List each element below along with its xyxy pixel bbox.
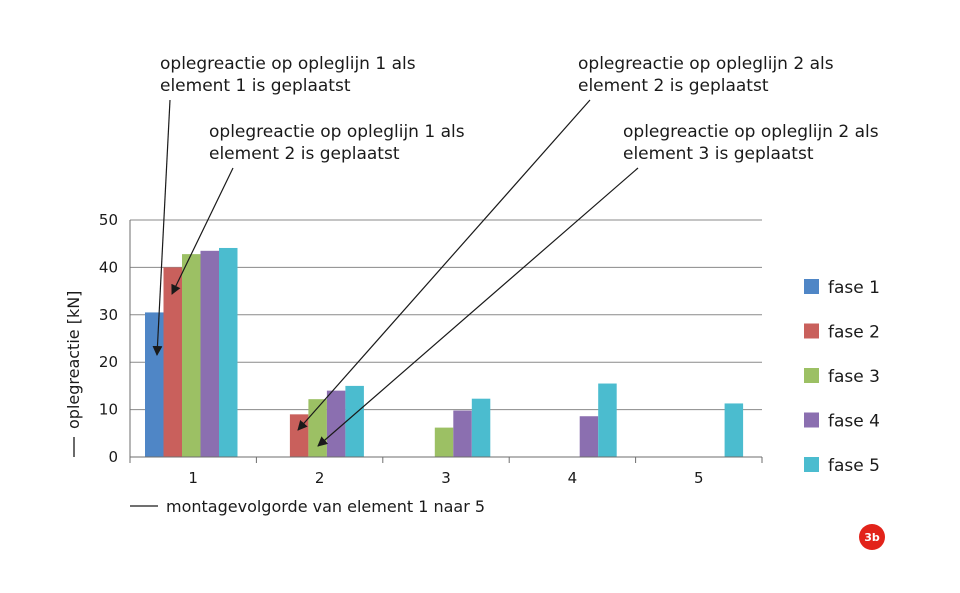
bar-fase-5-cat-3 [471,398,491,457]
annotation-text: oplegreactie op opleglijn 1 als element 2… [209,122,465,164]
y-tick-label: 20 [99,353,118,371]
figure-badge-label: 3b [864,531,880,544]
x-axis-title: montagevolgorde van element 1 naar 5 [166,497,485,516]
legend: fase 1 fase 2 fase 3 fase 4 fase 5 [804,278,880,476]
legend-swatch [804,279,819,294]
axis-titles: oplegreactie [kN] montagevolgorde van ele… [64,291,485,516]
legend-label: fase 5 [828,456,880,476]
bar-fase-5-cat-4 [598,383,617,457]
y-axis-title-text: oplegreactie [kN] [64,291,83,429]
bar-fase-5-cat-1 [219,247,238,457]
bar-fase-5-cat-2 [345,385,364,457]
annotation-arrow [317,167,639,447]
legend-label: fase 4 [828,412,880,432]
bar-fase-5-cat-5 [724,403,744,457]
bar-fase-1-cat-1 [145,312,164,457]
bars [145,247,744,457]
y-tick-label: 50 [99,211,118,229]
bar-fase-4-cat-3 [453,410,472,457]
y-axis-title: oplegreactie [kN] [64,291,83,457]
annotations: oplegreactie op opleglijn 1 als element 1… [152,54,879,447]
legend-swatch [804,323,819,339]
axes: 0 10 20 30 40 50 1 2 3 4 5 [99,211,763,487]
x-tick-label: 3 [441,469,451,487]
bar-fase-4-cat-4 [579,416,599,457]
bar-fase-2-cat-1 [163,267,182,457]
annotation-arrow [297,99,591,431]
annotation-arrow [171,167,234,295]
bar-fase-4-cat-2 [326,390,346,457]
x-tick-label: 5 [694,469,704,487]
annotation-text: oplegreactie op opleglijn 2 als element 3… [623,122,879,164]
x-tick-label: 1 [188,469,198,487]
legend-label: fase 3 [828,367,880,387]
x-tick-label: 2 [315,469,325,487]
legend-swatch [804,368,819,383]
legend-label: fase 2 [828,323,880,343]
y-tick-label: 40 [99,258,118,276]
annotation-arrow [152,99,171,356]
x-tick-label: 4 [568,469,578,487]
y-tick-label: 10 [99,401,118,419]
annotation-text: oplegreactie op opleglijn 1 als element 1… [160,54,416,96]
y-tick-label: 30 [99,306,118,324]
bar-fase-4-cat-1 [200,250,219,457]
legend-swatch [804,457,819,472]
y-tick-label: 0 [108,448,118,466]
bar-fase-3-cat-3 [434,427,454,457]
annotation-text: oplegreactie op opleglijn 2 als element 2… [578,54,834,96]
legend-swatch [804,412,819,428]
legend-label: fase 1 [828,278,880,298]
bar-fase-3-cat-1 [182,254,201,457]
figure-badge-circle [859,524,885,550]
figure-badge: 3b [859,524,885,550]
